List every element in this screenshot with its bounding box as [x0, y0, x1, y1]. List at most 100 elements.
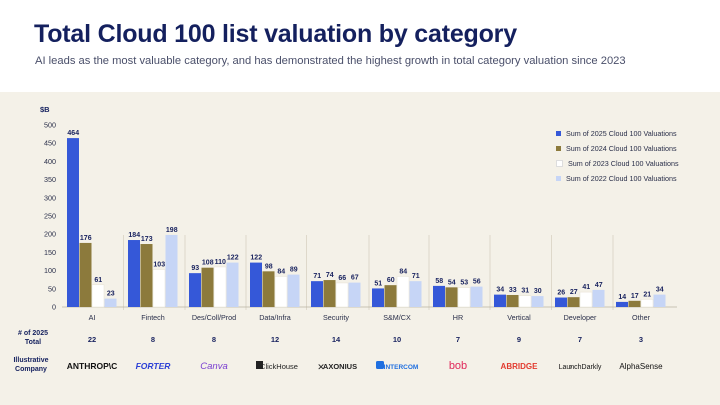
- bar: [287, 274, 300, 307]
- bar: [128, 240, 140, 307]
- bar: [226, 262, 239, 307]
- company-logo: AXONIUS: [323, 362, 357, 371]
- x-tick-label: Developer: [564, 313, 597, 322]
- bar-value-label: 176: [80, 235, 92, 242]
- bar-value-label: 71: [313, 273, 321, 280]
- chart-panel: [0, 92, 720, 405]
- bar: [628, 300, 641, 307]
- bar-value-label: 51: [374, 280, 382, 287]
- legend-label: Sum of 2023 Cloud 100 Valuations: [568, 159, 679, 168]
- bar: [262, 271, 275, 307]
- bar: [592, 289, 605, 307]
- bar: [384, 285, 397, 307]
- total-count: 3: [639, 335, 643, 344]
- company-logo: AlphaSense: [619, 362, 663, 371]
- y-tick-label: 350: [44, 175, 56, 184]
- bar-value-label: 464: [67, 130, 79, 137]
- bar: [79, 242, 92, 307]
- bar: [555, 297, 567, 307]
- page-title: Total Cloud 100 list valuation by catego…: [34, 20, 517, 48]
- bar-value-label: 53: [460, 280, 468, 287]
- bar-value-label: 74: [326, 272, 334, 279]
- bar-value-label: 84: [399, 268, 407, 275]
- legend-label: Sum of 2025 Cloud 100 Valuations: [566, 129, 677, 138]
- legend-item: Sum of 2022 Cloud 100 Valuations: [556, 171, 679, 186]
- bar: [616, 301, 628, 307]
- y-tick-label: 150: [44, 248, 56, 257]
- bar: [470, 286, 483, 307]
- bar-value-label: 60: [387, 277, 395, 284]
- total-count: 8: [151, 335, 155, 344]
- intercom-logo-mark: [376, 361, 384, 369]
- legend-swatch: [556, 160, 563, 167]
- bar: [323, 280, 336, 307]
- y-tick-label: 500: [44, 121, 56, 130]
- bar: [189, 273, 201, 307]
- x-tick-label: Security: [323, 313, 349, 322]
- bar-value-label: 30: [534, 288, 542, 295]
- company-logo: FORTER: [136, 361, 172, 371]
- bar: [250, 262, 262, 307]
- legend-label: Sum of 2022 Cloud 100 Valuations: [566, 174, 677, 183]
- bar-value-label: 56: [473, 279, 481, 286]
- legend-item: Sum of 2023 Cloud 100 Valuations: [556, 156, 679, 171]
- bar-value-label: 54: [448, 279, 456, 286]
- bar: [457, 287, 471, 308]
- y-axis-label: $B: [40, 105, 50, 114]
- bar-value-label: 198: [166, 227, 178, 234]
- bar-value-label: 41: [582, 284, 590, 291]
- y-tick-label: 50: [48, 284, 56, 293]
- legend-swatch: [556, 146, 561, 151]
- bar-value-label: 184: [128, 232, 140, 239]
- bar: [213, 266, 227, 308]
- total-count: 12: [271, 335, 279, 344]
- bar-value-label: 21: [643, 291, 651, 298]
- bar: [152, 269, 166, 308]
- bar-value-label: 47: [595, 282, 603, 289]
- legend-item: Sum of 2025 Cloud 100 Valuations: [556, 126, 679, 141]
- y-tick-label: 300: [44, 193, 56, 202]
- bar: [104, 298, 117, 307]
- total-count: 9: [517, 335, 521, 344]
- bar-value-label: 34: [656, 287, 664, 294]
- bar-value-label: 93: [191, 265, 199, 272]
- total-count: 10: [393, 335, 401, 344]
- bar-value-label: 84: [277, 268, 285, 275]
- company-row-label-line1: Illustrative: [13, 357, 48, 364]
- bar: [653, 294, 666, 307]
- legend-swatch: [556, 176, 561, 181]
- company-logo: LaunchDarkly: [559, 364, 602, 371]
- chart-legend: Sum of 2025 Cloud 100 Valuations Sum of 2…: [556, 126, 679, 186]
- company-logo: ABRIDGE: [501, 362, 539, 371]
- bar: [640, 299, 654, 308]
- total-count: 7: [578, 335, 582, 344]
- y-tick-label: 250: [44, 212, 56, 221]
- bar-value-label: 27: [570, 289, 578, 296]
- totals-row-label-line2: Total: [25, 339, 41, 346]
- bar: [335, 282, 349, 308]
- bar-value-label: 58: [435, 278, 443, 285]
- company-logo: ANTHROP\C: [67, 361, 118, 371]
- total-count: 22: [88, 335, 96, 344]
- bar-value-label: 61: [94, 277, 102, 284]
- company-logo: ClickHouse: [260, 362, 298, 371]
- x-tick-label: AI: [89, 313, 96, 322]
- x-tick-label: HR: [453, 313, 463, 322]
- clickhouse-logo-mark: [256, 361, 263, 369]
- totals-row-label-line1: # of 2025: [18, 330, 48, 337]
- legend-item: Sum of 2024 Cloud 100 Valuations: [556, 141, 679, 156]
- bar-value-label: 23: [107, 291, 115, 298]
- bar-value-label: 31: [521, 288, 529, 295]
- bar-value-label: 173: [141, 236, 153, 243]
- bar-value-label: 71: [412, 273, 420, 280]
- bar: [445, 287, 458, 307]
- bar-value-label: 89: [290, 267, 298, 274]
- axonius-logo-mark: ✕: [317, 362, 325, 372]
- company-logo: Canva: [200, 361, 227, 372]
- bar-value-label: 103: [153, 262, 165, 269]
- total-count: 7: [456, 335, 460, 344]
- bar: [274, 276, 288, 308]
- company-logo: INTERCOM: [384, 364, 419, 371]
- bar-value-label: 34: [496, 287, 504, 294]
